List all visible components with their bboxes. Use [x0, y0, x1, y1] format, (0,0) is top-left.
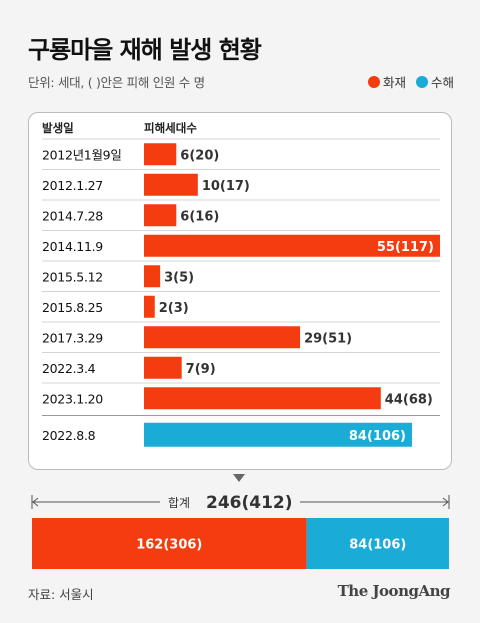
bar-flood: [144, 422, 412, 447]
panel-pointer: [233, 474, 245, 482]
total-segment-label: 162(306): [136, 538, 202, 553]
bar-value-label: 10(17): [202, 179, 250, 194]
row-date: 2014.7.28: [42, 208, 103, 223]
total-label-bg: [160, 490, 300, 514]
bar-fire: [144, 387, 381, 410]
bar-value-label: 6(16): [180, 209, 219, 224]
legend: 화재 수해: [367, 72, 454, 91]
total-arrow-right: [442, 497, 449, 507]
row-date: 2022.3.4: [42, 361, 96, 376]
bar-value-label: 29(51): [304, 331, 352, 346]
bar-fire: [144, 295, 155, 318]
bar-value-label: 84(106): [349, 429, 406, 444]
bar-value-label: 3(5): [164, 270, 194, 285]
row-date: 2012.1.27: [42, 178, 103, 193]
bar-fire: [144, 326, 301, 349]
bar-fire: [144, 143, 177, 166]
bar-fire: [144, 204, 177, 227]
legend-label-fire: 화재: [382, 75, 406, 90]
unit-note: 단위: 세대, ( )안은 피해 인원 수 명: [28, 75, 205, 90]
bar-value-label: 44(68): [385, 392, 433, 407]
bar-fire: [144, 173, 198, 196]
bar-value-label: 2(3): [159, 301, 189, 316]
row-date: 2022.8.8: [42, 428, 96, 443]
bar-fire: [144, 234, 440, 257]
total-segment-label: 84(106): [349, 538, 406, 553]
row-date: 2012년1월9일: [42, 147, 122, 162]
legend-swatch-fire: [367, 75, 380, 88]
bar-fire: [144, 265, 161, 288]
total-segment-fire: [32, 518, 307, 569]
row-date: 2015.5.12: [42, 269, 103, 284]
total-label: 합계: [168, 496, 190, 510]
header-date: 발생일: [42, 121, 74, 135]
legend-label-flood: 수해: [430, 75, 454, 90]
bar-value-label: 55(117): [377, 240, 434, 255]
legend-item-flood: 수해: [415, 72, 454, 91]
legend-item-fire: 화재: [367, 72, 406, 91]
bar-value-label: 6(20): [180, 148, 219, 163]
bar-fire: [144, 356, 182, 379]
row-date: 2015.8.25: [42, 300, 103, 315]
total-segment-flood: [306, 518, 449, 569]
total-value: 246(412): [206, 493, 293, 513]
source-note: 자료: 서울시: [28, 587, 94, 602]
legend-swatch-flood: [415, 75, 428, 88]
total-arrow-left: [32, 497, 39, 507]
chart-title: 구룡마을 재해 발생 현황: [28, 36, 262, 64]
header-value: 피해세대수: [144, 121, 197, 135]
bar-value-label: 7(9): [186, 362, 216, 377]
brand-logo: The JoongAng: [337, 582, 451, 600]
row-date: 2014.11.9: [42, 239, 103, 254]
row-date: 2023.1.20: [42, 391, 103, 406]
row-date: 2017.3.29: [42, 330, 103, 345]
